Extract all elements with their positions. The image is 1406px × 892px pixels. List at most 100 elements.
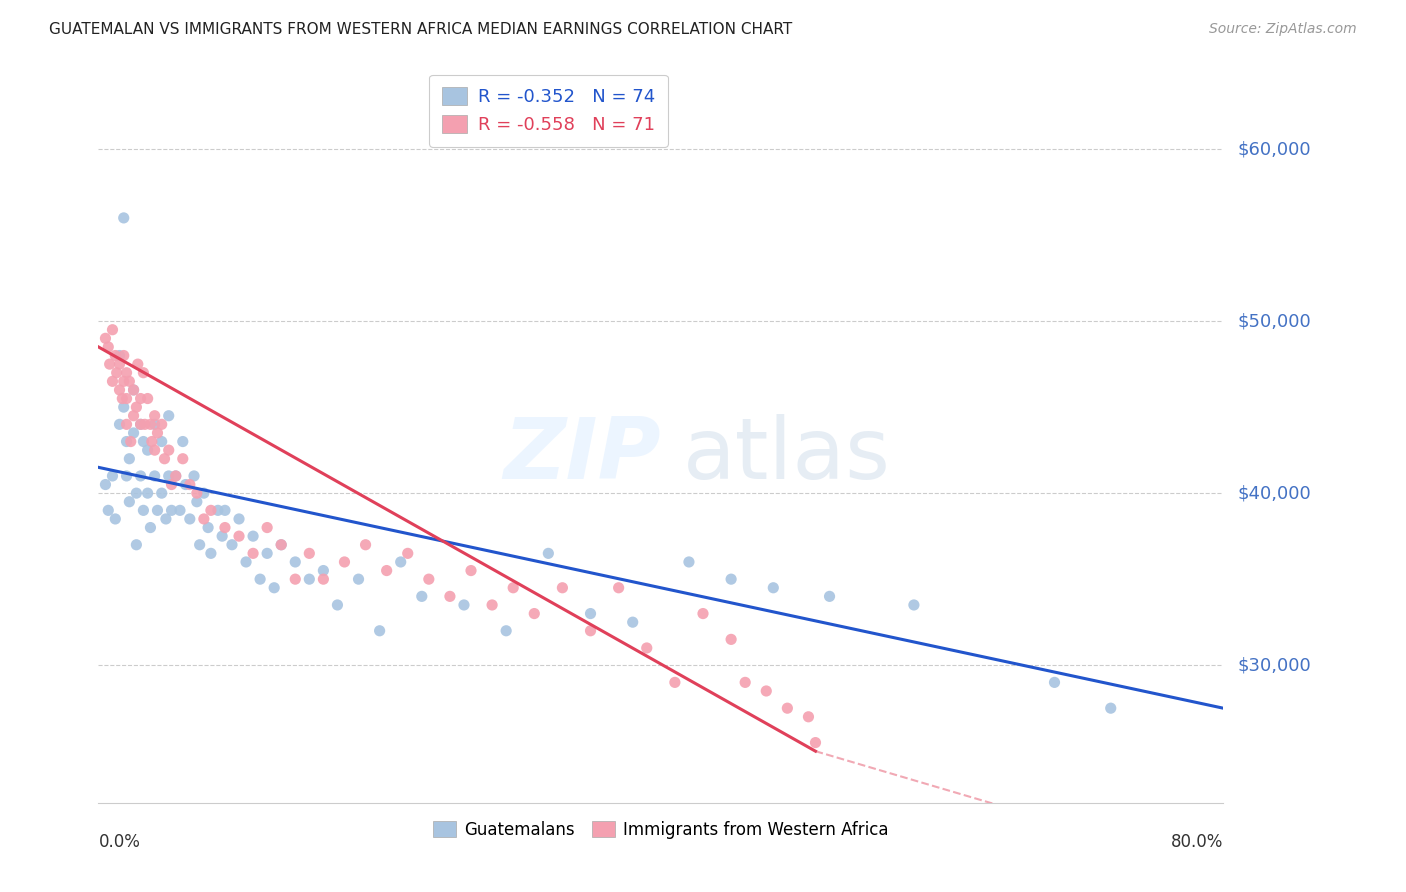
Point — [211, 529, 233, 543]
Point — [111, 392, 134, 406]
Point — [207, 503, 229, 517]
Point — [115, 417, 138, 432]
Point — [125, 400, 148, 414]
Point — [112, 375, 135, 389]
Point — [98, 357, 121, 371]
Point — [235, 555, 257, 569]
Point — [607, 581, 630, 595]
Point — [270, 538, 292, 552]
Point — [621, 615, 644, 630]
Point — [172, 451, 194, 466]
Point — [125, 538, 148, 552]
Point — [418, 572, 440, 586]
Point — [797, 710, 820, 724]
Point — [523, 607, 546, 621]
Point — [453, 598, 475, 612]
Point — [678, 555, 700, 569]
Point — [734, 675, 756, 690]
Point — [115, 392, 138, 406]
Point — [122, 383, 145, 397]
Point — [160, 503, 183, 517]
Point — [136, 486, 159, 500]
Point — [155, 512, 177, 526]
Point — [537, 546, 560, 560]
Point — [270, 538, 292, 552]
Point — [664, 675, 686, 690]
Point — [141, 434, 163, 449]
Point — [347, 572, 370, 586]
Point — [143, 443, 166, 458]
Point — [150, 417, 173, 432]
Point — [298, 572, 321, 586]
Point — [495, 624, 517, 638]
Point — [157, 443, 180, 458]
Text: GUATEMALAN VS IMMIGRANTS FROM WESTERN AFRICA MEDIAN EARNINGS CORRELATION CHART: GUATEMALAN VS IMMIGRANTS FROM WESTERN AF… — [49, 22, 793, 37]
Point — [333, 555, 356, 569]
Point — [101, 375, 124, 389]
Point — [298, 546, 321, 560]
Point — [186, 494, 208, 508]
Point — [818, 590, 841, 604]
Point — [108, 417, 131, 432]
Point — [579, 624, 602, 638]
Point — [108, 383, 131, 397]
Point — [104, 349, 127, 363]
Point — [120, 434, 142, 449]
Point — [375, 564, 398, 578]
Point — [101, 323, 124, 337]
Point — [439, 590, 461, 604]
Point — [284, 555, 307, 569]
Text: $40,000: $40,000 — [1237, 484, 1310, 502]
Point — [179, 477, 201, 491]
Point — [804, 735, 827, 749]
Text: $30,000: $30,000 — [1237, 657, 1310, 674]
Point — [228, 512, 250, 526]
Point — [122, 409, 145, 423]
Point — [112, 211, 135, 225]
Point — [242, 529, 264, 543]
Point — [200, 503, 222, 517]
Point — [193, 512, 215, 526]
Point — [720, 632, 742, 647]
Point — [122, 383, 145, 397]
Text: Source: ZipAtlas.com: Source: ZipAtlas.com — [1209, 22, 1357, 37]
Point — [200, 546, 222, 560]
Point — [263, 581, 285, 595]
Point — [169, 503, 191, 517]
Point — [129, 417, 152, 432]
Point — [118, 494, 141, 508]
Point — [136, 443, 159, 458]
Text: 80.0%: 80.0% — [1171, 833, 1223, 851]
Point — [97, 503, 120, 517]
Point — [692, 607, 714, 621]
Point — [125, 486, 148, 500]
Point — [165, 469, 187, 483]
Point — [122, 425, 145, 440]
Point — [174, 477, 197, 491]
Point — [134, 417, 156, 432]
Point — [108, 349, 131, 363]
Point — [172, 434, 194, 449]
Point — [312, 564, 335, 578]
Point — [146, 425, 169, 440]
Point — [139, 417, 162, 432]
Point — [101, 469, 124, 483]
Point — [118, 451, 141, 466]
Point — [112, 349, 135, 363]
Point — [755, 684, 778, 698]
Point — [153, 451, 176, 466]
Point — [396, 546, 419, 560]
Point — [115, 469, 138, 483]
Point — [186, 486, 208, 500]
Point — [160, 477, 183, 491]
Point — [179, 512, 201, 526]
Point — [108, 357, 131, 371]
Point — [256, 546, 278, 560]
Point — [551, 581, 574, 595]
Point — [481, 598, 503, 612]
Point — [326, 598, 349, 612]
Text: $50,000: $50,000 — [1237, 312, 1310, 330]
Point — [139, 520, 162, 534]
Point — [214, 520, 236, 534]
Point — [104, 512, 127, 526]
